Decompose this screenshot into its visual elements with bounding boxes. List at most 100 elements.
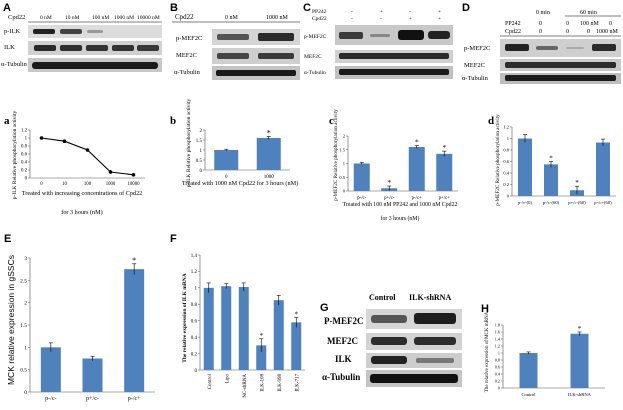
condition-0: 0 nM — [225, 15, 239, 21]
y-tick-label: 1.8 — [495, 322, 500, 327]
band — [414, 337, 456, 345]
condition-1: 1000 nM — [266, 15, 289, 21]
panel-letter: H — [481, 303, 489, 315]
bar — [518, 138, 532, 196]
plot-area: 0 0.2 0.4 0.6 0.8 1 1.2 p-/c-(0) * p-/c-(60) * p+/c… — [503, 125, 616, 205]
band — [216, 70, 296, 76]
chart-b: b p-ILK Relative phosphorylation activit… — [170, 99, 298, 188]
y-tick-label: 0.5 — [196, 159, 203, 164]
bar — [124, 269, 145, 392]
panel-letter: G — [320, 302, 329, 314]
condition-control: Control — [369, 293, 396, 302]
row-label-mef2c: MEF2C — [464, 62, 485, 69]
data-point — [39, 136, 44, 140]
row-label-tubulin: α-Tubulin — [462, 75, 489, 82]
y-tick-label: 1.2 — [21, 129, 28, 134]
x-tick-label: 0 — [225, 175, 228, 180]
treatment-label-cpd22: Cpd22 — [312, 16, 327, 22]
x-tick-label: p-/c+ — [412, 196, 422, 201]
y-tick-label: 0.4 — [495, 371, 501, 376]
chart-c: c p-MEF2C Relative phosphorylation activ… — [329, 109, 458, 222]
band — [60, 45, 82, 51]
bar — [436, 153, 453, 191]
band — [371, 315, 407, 323]
chart-a: a p-ILK Relative phosphorylation activit… — [4, 111, 145, 216]
treatment-value: 0 — [587, 29, 590, 35]
band — [32, 62, 158, 69]
significance-marker: * — [260, 332, 264, 340]
plot-area: 0 0.2 0.4 0.6 0.8 1 1.2 0 10 100 1000 10000 — [21, 129, 145, 187]
band — [398, 30, 424, 40]
y-tick-label: 0.8 — [21, 145, 28, 150]
x-tick-label: 1000 — [106, 182, 116, 187]
y-tick-label: 2.5 — [20, 278, 27, 284]
treatment-sign: - — [380, 16, 382, 22]
blot-panel-b: B Cpd22 0 nM 1000 nM p-MEF2C MEF2C α-Tub… — [170, 2, 300, 80]
row-label-p-mef2c: p-MEF2C — [176, 35, 202, 42]
treatment-label-pp242: PP242 — [505, 21, 521, 27]
row-label-mef2c: MEF2C — [176, 52, 197, 59]
condition-ilk-shrna: ILK-shRNA — [409, 293, 451, 302]
y-tick-label: 1.2 — [495, 343, 500, 348]
panel-letter: F — [170, 233, 177, 245]
plot-area: 0 0.5 1 1.5 2 2.5 3 p-/c-p+/c- * p-/c+ — [20, 256, 155, 402]
panel-letter: c — [329, 115, 334, 127]
x-tick-label: 100 — [84, 182, 92, 187]
bar — [221, 286, 232, 370]
x-tick-label: ILK-shRNA — [568, 392, 592, 397]
x-tick-label: p+/c- — [384, 196, 395, 201]
y-tick-label: 0.6 — [21, 153, 28, 158]
bar — [408, 147, 425, 191]
chart-e: E MCK relative expression in gSSCs 0 0.5 1… — [4, 233, 155, 402]
bar — [256, 138, 281, 170]
band — [217, 34, 249, 40]
x-tick-label: p+/c-(60) — [568, 200, 586, 205]
x-tick-label: ILK-717 — [295, 374, 300, 392]
x-tick-label: Control — [208, 373, 213, 389]
y-tick-label: 3 — [24, 256, 27, 262]
y-axis-label: MCK relative expression in gSSCs — [6, 255, 16, 385]
significance-marker: * — [132, 256, 136, 265]
band — [137, 45, 159, 51]
y-tick-label: 0.5 — [20, 368, 27, 374]
plot-area: 0 0.5 1 1.5 2 p-/c- * p+/c- * p-/c+ * p+/c+ — [339, 134, 458, 201]
y-tick-label: 1.6 — [495, 329, 500, 334]
blot-panel-g: G Control ILK-shRNA P-MEF2C MEF2C ILK α-… — [320, 293, 462, 387]
row-label-mef2c: MEF2C — [327, 336, 358, 346]
plot-area: 0 0.2 0.4 0.6 0.8 1 1.2 1.4 Control Lipo NC-shRNA *… — [191, 254, 305, 398]
y-tick-label: 1.5 — [20, 323, 27, 329]
band — [592, 44, 616, 51]
y-tick-label: 0.6 — [191, 319, 198, 324]
band — [371, 337, 407, 345]
x-axis-label: Treated with 100 nM PP242 and 1000 nM Cp… — [343, 202, 458, 208]
bar — [203, 287, 214, 370]
x-tick-label: p-/c- — [45, 396, 56, 402]
data-point — [131, 173, 136, 177]
treatment-sign: - — [351, 16, 353, 22]
band — [112, 45, 134, 51]
bar — [519, 353, 538, 388]
bar — [214, 150, 239, 170]
y-axis-label: p-MEF2C Relative phosphorylation activit… — [495, 114, 501, 206]
bar — [291, 322, 302, 370]
panel-letter: B — [170, 2, 178, 14]
bar — [596, 142, 610, 196]
time-label-60: 60 min — [580, 10, 597, 16]
bar — [40, 347, 61, 392]
y-tick-label: 0.4 — [503, 171, 509, 176]
row-label-tubulin: α-Tubulin — [1, 61, 28, 68]
band — [370, 374, 458, 383]
treatment-sign: - — [409, 9, 411, 15]
blot-panel-c: C PP242 Cpd22 - + - + - - + + p-MEF2C ME… — [303, 2, 453, 79]
panel-letter: d — [488, 115, 494, 127]
x-tick-label: p+/c- — [86, 396, 99, 402]
x-tick-label: p-/c+(60) — [594, 200, 612, 205]
chart-d: d p-MEF2C Relative phosphorylation activ… — [488, 114, 616, 206]
significance-marker: * — [442, 143, 446, 152]
y-tick-label: 0.8 — [503, 148, 509, 153]
band — [414, 313, 456, 324]
x-axis-label-line2: for 3 hours (nM) — [381, 215, 420, 222]
data-point — [62, 139, 67, 143]
treatment-label-pp242: PP242 — [312, 9, 327, 15]
